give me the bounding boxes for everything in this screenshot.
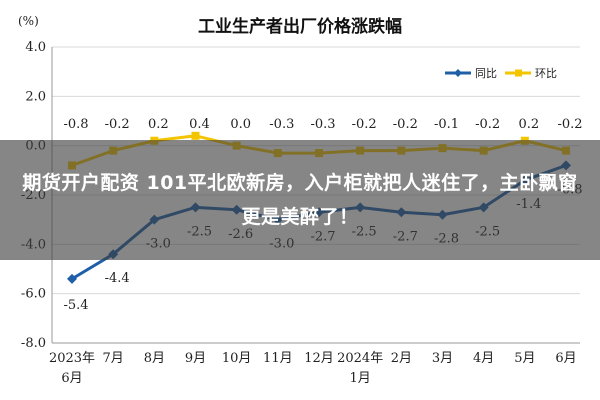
x-tick-label: 12月 (304, 351, 334, 366)
x-tick-label: 4月 (473, 351, 494, 366)
mom-data-label: 0.2 (148, 117, 169, 132)
y-tick-label: 4.0 (25, 40, 46, 55)
x-tick-label: 5月 (514, 351, 535, 366)
mom-data-label: 0.4 (189, 117, 210, 132)
yoy-point (67, 273, 77, 284)
mom-point (191, 131, 200, 140)
mom-data-label: -0.1 (434, 117, 459, 132)
x-tick-label: 3月 (432, 351, 453, 366)
x-tick-label: 6月 (555, 351, 576, 366)
y-tick-label: 2.0 (25, 89, 46, 104)
legend-label: 同比 (475, 67, 497, 80)
x-tick-label: 1月 (350, 371, 371, 386)
x-tick-label: 11月 (263, 351, 293, 366)
mom-data-label: -0.3 (269, 117, 294, 132)
headline-text: 期货开户配资 101平北欧新房，入户柜就把人迷住了，主卧飘窗更是美醉了！ (22, 172, 578, 228)
chart-title: 工业生产者出厂价格涨跌幅 (198, 16, 402, 37)
mom-data-label: -0.2 (475, 117, 500, 132)
x-tick-label: 6月 (61, 371, 82, 386)
legend-marker (454, 69, 462, 77)
yoy-data-label: -5.4 (63, 298, 88, 313)
legend-label: 环比 (535, 67, 557, 80)
y-axis-label: (%) (18, 14, 39, 28)
y-tick-label: -8.0 (21, 336, 46, 351)
x-tick-label: 2月 (391, 351, 412, 366)
x-tick-label: 2024年 (337, 351, 383, 366)
x-tick-label: 10月 (222, 351, 252, 366)
x-tick-label: 7月 (103, 351, 124, 366)
x-tick-label: 9月 (185, 351, 206, 366)
mom-data-label: -0.2 (393, 117, 418, 132)
x-tick-label: 8月 (144, 351, 165, 366)
y-tick-label: -6.0 (21, 287, 46, 302)
mom-data-label: -0.3 (310, 117, 335, 132)
mom-data-label: -0.2 (557, 117, 582, 132)
yoy-data-label: -4.4 (105, 271, 130, 286)
mom-data-label: -0.2 (105, 117, 130, 132)
mom-data-label: -0.2 (352, 117, 377, 132)
headline-banner[interactable]: 期货开户配资 101平北欧新房，入户柜就把人迷住了，主卧飘窗更是美醉了！ (0, 140, 600, 260)
x-tick-label: 2023年 (49, 351, 95, 366)
mom-data-label: -0.8 (63, 117, 88, 132)
legend: 同比 环比 (445, 67, 557, 80)
mom-data-label: 0.0 (230, 117, 251, 132)
mom-data-label: 0.2 (518, 117, 539, 132)
legend-marker (515, 69, 522, 77)
